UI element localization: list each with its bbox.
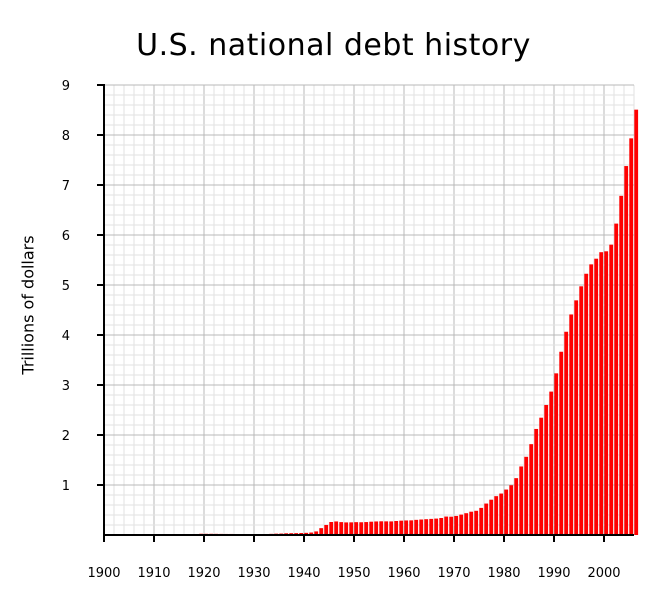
- y-tick-labels: 1 2 3 4 5 6 7 8 9: [62, 79, 70, 494]
- y-tick-label: 1: [62, 479, 70, 494]
- bar: [629, 138, 634, 535]
- bar: [604, 251, 609, 536]
- bar: [564, 331, 569, 535]
- x-tick-label: 1910: [137, 566, 170, 581]
- bar: [614, 223, 619, 535]
- x-tick-label: 1950: [337, 566, 370, 581]
- bar: [584, 273, 589, 535]
- bar: [304, 532, 309, 535]
- bar: [599, 252, 604, 535]
- bar: [384, 521, 389, 535]
- bar: [404, 520, 409, 535]
- bar: [559, 351, 564, 535]
- bar: [469, 511, 474, 535]
- bars: [194, 109, 639, 536]
- bar: [319, 528, 324, 535]
- bar: [379, 521, 384, 535]
- x-tick-label: 1920: [187, 566, 220, 581]
- x-tick-label: 1960: [387, 566, 420, 581]
- y-tick-label: 8: [62, 129, 70, 144]
- bar: [534, 428, 539, 535]
- bar: [624, 166, 629, 536]
- bar: [504, 489, 509, 535]
- bar: [514, 478, 519, 535]
- bar: [574, 300, 579, 535]
- bar: [324, 524, 329, 535]
- bar: [529, 444, 534, 535]
- bar: [349, 522, 354, 535]
- bar: [519, 466, 524, 535]
- y-tick-label: 6: [62, 229, 70, 244]
- y-tick-label: 4: [62, 329, 70, 344]
- bar: [399, 520, 404, 535]
- x-tick-labels: 1900 1910 1920 1930 1940 1950 1960 1970 1980 1990…: [87, 566, 620, 581]
- bar: [589, 264, 594, 535]
- bar: [394, 521, 399, 535]
- bar: [549, 391, 554, 535]
- bar: [609, 244, 614, 535]
- bar: [444, 516, 449, 535]
- bar: [334, 521, 339, 535]
- axes: [97, 84, 634, 542]
- bar: [339, 522, 344, 535]
- y-tick-label: 3: [62, 379, 70, 394]
- bar: [364, 522, 369, 535]
- bar: [569, 314, 574, 535]
- y-tick-label: 5: [62, 279, 70, 294]
- bar: [359, 522, 364, 535]
- bar: [439, 518, 444, 535]
- bar: [454, 515, 459, 535]
- bar: [309, 532, 314, 535]
- bar: [544, 404, 549, 535]
- bar: [459, 514, 464, 535]
- bar: [634, 109, 639, 536]
- bar: [489, 499, 494, 535]
- x-tick-label: 1930: [237, 566, 270, 581]
- bar: [499, 493, 504, 535]
- bar: [579, 286, 584, 535]
- bar: [414, 519, 419, 535]
- bar: [484, 503, 489, 535]
- bar: [424, 519, 429, 535]
- bar: [539, 417, 544, 535]
- bar: [354, 522, 359, 535]
- chart-title: U.S. national debt history: [136, 28, 531, 63]
- bar: [509, 485, 514, 535]
- x-tick-label: 2000: [587, 566, 620, 581]
- x-tick-label: 1940: [287, 566, 320, 581]
- bar: [329, 522, 334, 535]
- y-tick-label: 9: [62, 79, 70, 94]
- bar: [554, 373, 559, 535]
- bar: [479, 507, 484, 535]
- bar: [369, 521, 374, 535]
- x-tick-label: 1980: [487, 566, 520, 581]
- bar: [449, 516, 454, 535]
- bar: [434, 518, 439, 535]
- bar: [619, 195, 624, 535]
- bar: [594, 258, 599, 535]
- bar: [524, 456, 529, 535]
- bar: [389, 521, 394, 535]
- bar: [409, 520, 414, 535]
- bar: [314, 531, 319, 535]
- x-tick-label: 1970: [437, 566, 470, 581]
- bar: [419, 519, 424, 535]
- bar: [374, 521, 379, 535]
- y-tick-label: 7: [62, 179, 70, 194]
- grid: [103, 84, 635, 536]
- y-tick-label: 2: [62, 429, 70, 444]
- x-tick-label: 1990: [537, 566, 570, 581]
- bar: [344, 522, 349, 535]
- bar: [429, 518, 434, 535]
- bar: [494, 496, 499, 535]
- bar: [474, 510, 479, 535]
- x-tick-label: 1900: [87, 566, 120, 581]
- bar: [464, 513, 469, 535]
